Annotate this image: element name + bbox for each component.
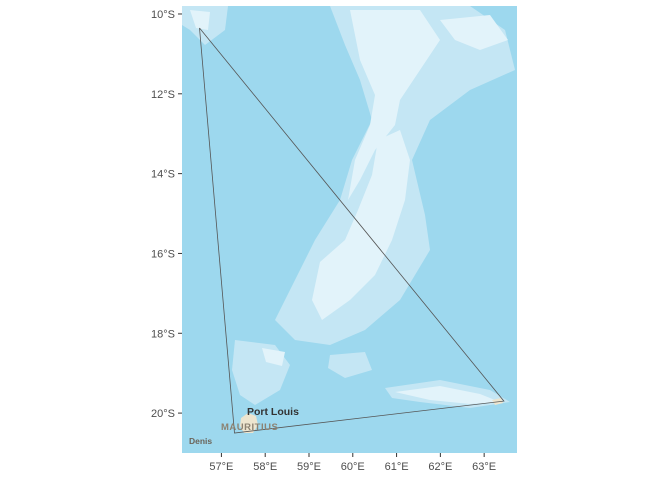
longitude-axis: 57°E 58°E 59°E 60°E 61°E 62°E 63°E <box>209 453 496 473</box>
port-louis-label: Port Louis <box>247 406 299 418</box>
lon-tick-label: 59°E <box>297 461 321 473</box>
island-layer <box>240 398 503 433</box>
mauritius-label: MAURITIUS <box>221 422 278 433</box>
lon-tick-label: 60°E <box>341 461 365 473</box>
mauritius-island <box>240 413 258 433</box>
lon-tick-label: 58°E <box>253 461 277 473</box>
lon-tick-label: 61°E <box>385 461 409 473</box>
lat-tick-label: 14°S <box>151 169 175 181</box>
lat-tick-label: 16°S <box>151 248 175 260</box>
lat-tick-label: 12°S <box>151 89 175 101</box>
latitude-axis: 10°S 12°S 14°S 16°S 18°S 20°S <box>151 9 182 420</box>
denis-label: Denis <box>189 436 212 446</box>
lat-tick-label: 20°S <box>151 408 175 420</box>
lon-tick-label: 57°E <box>209 461 233 473</box>
shoal-layer <box>190 10 508 404</box>
lon-tick-label: 62°E <box>428 461 452 473</box>
lat-tick-label: 10°S <box>151 9 175 21</box>
area-polygon <box>199 27 505 434</box>
lat-tick-label: 18°S <box>151 328 175 340</box>
lon-tick-label: 63°E <box>472 461 496 473</box>
